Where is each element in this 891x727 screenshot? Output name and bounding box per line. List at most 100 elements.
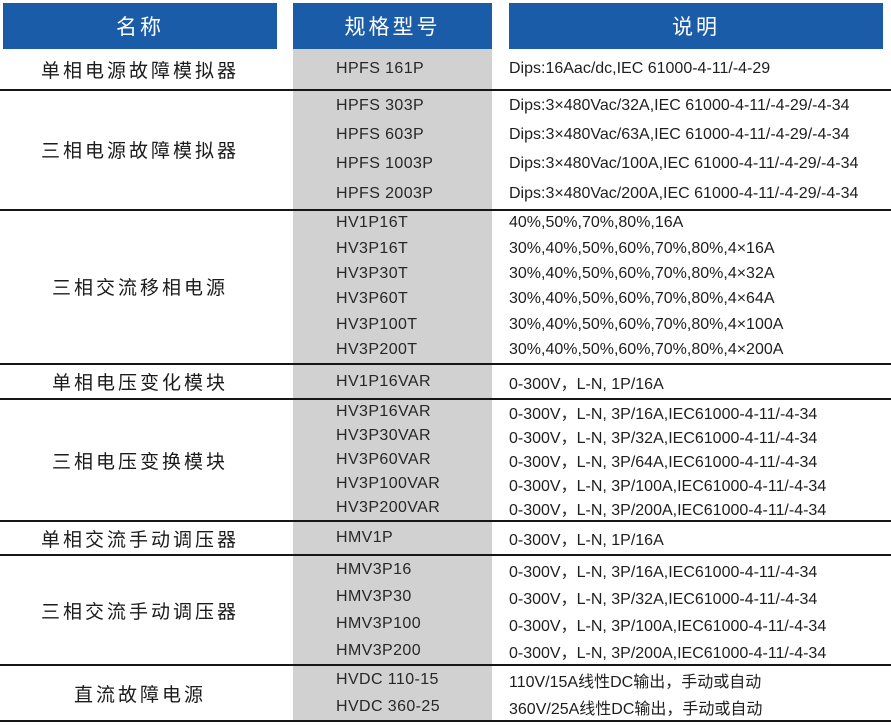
group-name: 三相电源故障模拟器 xyxy=(40,141,239,163)
group-rows: HV1P16VAR 0-300V，L-N, 1P/16A xyxy=(336,365,887,398)
group-name: 单相电压变化模块 xyxy=(51,373,228,394)
table-row: HPFS 303P Dips:3×480Vac/32A,IEC 61000-4-1… xyxy=(336,97,887,115)
model-cell: HVDC 110-15 xyxy=(336,670,439,688)
table-row: HV1P16VAR 0-300V，L-N, 1P/16A xyxy=(336,370,887,394)
model-cell: HPFS 603P xyxy=(336,126,425,144)
group-rows: HMV1P 0-300V，L-N, 1P/16A xyxy=(336,522,887,554)
table-row: HMV3P16 0-300V，L-N, 3P/16A,IEC61000-4-11/… xyxy=(336,558,887,582)
group-rows: HPFS 161P Dips:16Aac/dc,IEC 61000-4-11/-4… xyxy=(336,49,887,89)
table-row: HV3P200VAR 0-300V，L-N, 3P/200A,IEC61000-4… xyxy=(336,496,887,520)
description-cell: 0-300V，L-N, 3P/16A,IEC61000-4-11/-4-34 xyxy=(509,563,818,581)
column-header-name: 名称 xyxy=(3,3,277,49)
description-cell: 110V/15A线性DC输出，手动或自动 xyxy=(509,673,762,691)
table-row: HVDC 110-15 110V/15A线性DC输出，手动或自动 xyxy=(336,668,887,692)
description-cell: 0-300V，L-N, 1P/16A xyxy=(509,375,664,393)
group-rows: HV3P16VAR 0-300V，L-N, 3P/16A,IEC61000-4-1… xyxy=(336,400,887,520)
table-body: 单相电源故障模拟器 HPFS 161P Dips:16Aac/dc,IEC 6100… xyxy=(0,49,891,722)
model-cell: HV3P30T xyxy=(336,265,409,283)
table-row: HV3P200T 30%,40%,50%,60%,70%,80%,4×200A xyxy=(336,341,887,359)
table-row: HMV3P200 0-300V，L-N, 3P/200A,IEC61000-4-1… xyxy=(336,639,887,663)
table-row: HV3P100VAR 0-300V，L-N, 3P/100A,IEC61000-4… xyxy=(336,472,887,496)
model-cell: HMV3P200 xyxy=(336,641,422,659)
table-group-3: 三相交流移相电源 HV1P16T 40%,50%,70%,80%,16A HV3P16… xyxy=(0,211,891,365)
table-row: HPFS 1003P Dips:3×480Vac/100A,IEC 61000-4… xyxy=(336,155,887,173)
model-cell: HV3P30VAR xyxy=(336,427,431,444)
table-row: HV3P60T 30%,40%,50%,60%,70%,80%,4×64A xyxy=(336,290,887,308)
table-header-row: 名称 规格型号 说明 xyxy=(0,3,891,49)
model-cell: HV3P200T xyxy=(336,341,418,359)
description-cell: 0-300V，L-N, 3P/32A,IEC61000-4-11/-4-34 xyxy=(509,430,818,447)
description-cell: 0-300V，L-N, 3P/200A,IEC61000-4-11/-4-34 xyxy=(509,502,827,519)
group-name: 单相电源故障模拟器 xyxy=(40,60,239,82)
table-group-4: 单相电压变化模块 HV1P16VAR 0-300V，L-N, 1P/16A xyxy=(0,365,891,400)
model-column-band xyxy=(293,49,492,722)
table-group-6: 单相交流手动调压器 HMV1P 0-300V，L-N, 1P/16A xyxy=(0,522,891,556)
description-cell: 0-300V，L-N, 3P/32A,IEC61000-4-11/-4-34 xyxy=(509,590,818,608)
group-rows: HMV3P16 0-300V，L-N, 3P/16A,IEC61000-4-11/… xyxy=(336,556,887,664)
table-group-2: 三相电源故障模拟器 HPFS 303P Dips:3×480Vac/32A,IEC … xyxy=(0,91,891,211)
table-row: HPFS 2003P Dips:3×480Vac/200A,IEC 61000-4… xyxy=(336,185,887,203)
group-name: 三相电压变换模块 xyxy=(51,451,228,473)
group-name: 三相交流手动调压器 xyxy=(40,601,239,623)
model-cell: HV3P16T xyxy=(336,239,409,257)
description-cell: Dips:3×480Vac/200A,IEC 61000-4-11/-4-29/… xyxy=(509,184,859,202)
model-cell: HMV3P16 xyxy=(336,560,412,578)
model-cell: HV3P100VAR xyxy=(336,475,441,492)
description-cell: 0-300V，L-N, 1P/16A xyxy=(509,532,664,549)
group-name: 直流故障电源 xyxy=(73,684,206,706)
model-cell: HV3P100T xyxy=(336,315,418,333)
model-cell: HPFS 2003P xyxy=(336,184,434,202)
description-cell: 30%,40%,50%,60%,70%,80%,4×100A xyxy=(509,315,784,333)
model-cell: HV3P200VAR xyxy=(336,499,441,516)
model-cell: HV3P60VAR xyxy=(336,451,431,468)
model-cell: HPFS 303P xyxy=(336,96,425,114)
model-cell: HV3P16VAR xyxy=(336,403,431,420)
table-row: HPFS 603P Dips:3×480Vac/63A,IEC 61000-4-1… xyxy=(336,126,887,144)
table-group-5: 三相电压变换模块 HV3P16VAR 0-300V，L-N, 3P/16A,IEC6… xyxy=(0,400,891,522)
description-cell: 360V/25A线性DC输出，手动或自动 xyxy=(509,700,763,718)
description-cell: Dips:16Aac/dc,IEC 61000-4-11/-4-29 xyxy=(509,60,771,77)
group-rows: HVDC 110-15 110V/15A线性DC输出，手动或自动 HVDC 360-… xyxy=(336,666,887,720)
description-cell: Dips:3×480Vac/100A,IEC 61000-4-11/-4-29/… xyxy=(509,155,859,173)
description-cell: Dips:3×480Vac/32A,IEC 61000-4-11/-4-29/-… xyxy=(509,96,850,114)
table-row: HV3P30VAR 0-300V，L-N, 3P/32A,IEC61000-4-1… xyxy=(336,424,887,448)
table-group-1: 单相电源故障模拟器 HPFS 161P Dips:16Aac/dc,IEC 6100… xyxy=(0,49,891,91)
model-cell: HMV3P30 xyxy=(336,587,412,605)
table-group-8: 直流故障电源 HVDC 110-15 110V/15A线性DC输出，手动或自动 HVD… xyxy=(0,666,891,722)
description-cell: Dips:3×480Vac/63A,IEC 61000-4-11/-4-29/-… xyxy=(509,126,850,144)
table-row: HPFS 161P Dips:16Aac/dc,IEC 61000-4-11/-4… xyxy=(336,60,887,78)
table-row: HMV1P 0-300V，L-N, 1P/16A xyxy=(336,526,887,550)
table-row: HVDC 360-25 360V/25A线性DC输出，手动或自动 xyxy=(336,695,887,719)
model-cell: HPFS 1003P xyxy=(336,155,434,173)
table-row: HV3P100T 30%,40%,50%,60%,70%,80%,4×100A xyxy=(336,316,887,334)
description-cell: 30%,40%,50%,60%,70%,80%,4×32A xyxy=(509,265,775,283)
table-row: HV3P16T 30%,40%,50%,60%,70%,80%,4×16A xyxy=(336,240,887,258)
description-cell: 0-300V，L-N, 3P/16A,IEC61000-4-11/-4-34 xyxy=(509,406,818,423)
table-row: HV3P16VAR 0-300V，L-N, 3P/16A,IEC61000-4-1… xyxy=(336,400,887,424)
model-cell: HV1P16T xyxy=(336,214,409,232)
group-rows: HPFS 303P Dips:3×480Vac/32A,IEC 61000-4-1… xyxy=(336,91,887,209)
description-cell: 30%,40%,50%,60%,70%,80%,4×64A xyxy=(509,290,775,308)
model-cell: HMV3P100 xyxy=(336,614,422,632)
model-cell: HVDC 360-25 xyxy=(336,697,441,715)
description-cell: 40%,50%,70%,80%,16A xyxy=(509,214,684,232)
column-header-model: 规格型号 xyxy=(293,3,492,49)
description-cell: 0-300V，L-N, 3P/100A,IEC61000-4-11/-4-34 xyxy=(509,617,827,635)
table-row: HV3P60VAR 0-300V，L-N, 3P/64A,IEC61000-4-1… xyxy=(336,448,887,472)
model-cell: HV3P60T xyxy=(336,290,409,308)
group-name: 三相交流移相电源 xyxy=(51,278,228,300)
description-cell: 0-300V，L-N, 3P/100A,IEC61000-4-11/-4-34 xyxy=(509,478,827,495)
model-cell: HPFS 161P xyxy=(336,60,425,77)
model-cell: HV1P16VAR xyxy=(336,372,431,390)
table-row: HMV3P100 0-300V，L-N, 3P/100A,IEC61000-4-1… xyxy=(336,612,887,636)
description-cell: 30%,40%,50%,60%,70%,80%,4×200A xyxy=(509,341,784,359)
group-name: 单相交流手动调压器 xyxy=(40,529,239,551)
table-row: HV1P16T 40%,50%,70%,80%,16A xyxy=(336,214,887,232)
table-group-7: 三相交流手动调压器 HMV3P16 0-300V，L-N, 3P/16A,IEC61… xyxy=(0,556,891,666)
description-cell: 0-300V，L-N, 3P/200A,IEC61000-4-11/-4-34 xyxy=(509,644,827,662)
group-rows: HV1P16T 40%,50%,70%,80%,16A HV3P16T 30%,40%… xyxy=(336,211,887,364)
description-cell: 0-300V，L-N, 3P/64A,IEC61000-4-11/-4-34 xyxy=(509,454,818,471)
table-row: HMV3P30 0-300V，L-N, 3P/32A,IEC61000-4-11/… xyxy=(336,585,887,609)
model-cell: HMV1P xyxy=(336,529,394,546)
